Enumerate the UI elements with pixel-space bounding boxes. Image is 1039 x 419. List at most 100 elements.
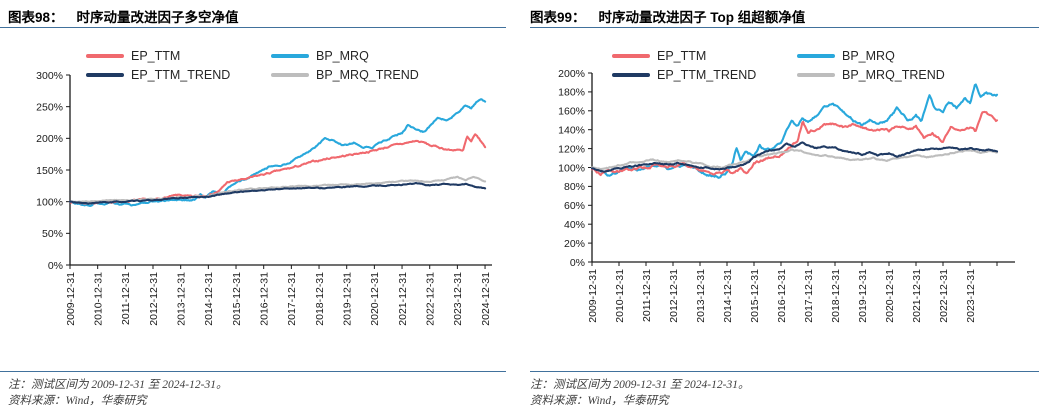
y-tick-label: 100%: [558, 162, 585, 174]
y-tick-label: 60%: [564, 200, 585, 212]
title-divider: [0, 27, 506, 28]
legend-item-bp-mrq: BP_MRQ: [271, 46, 419, 65]
series-line-bp_mrq: [68, 98, 487, 207]
legend-item-ep-ttm: EP_TTM: [86, 46, 271, 65]
note-divider: [0, 371, 506, 372]
legend-label: BP_MRQ_TREND: [842, 67, 945, 82]
note-source: 资料来源：Wind，华泰研究: [530, 395, 669, 407]
figure-title: 时序动量改进因子多空净值: [76, 10, 239, 25]
legend-label: EP_TTM_TREND: [657, 67, 757, 82]
legend-marker-icon: [271, 72, 309, 77]
x-tick-label: 2018-12-31: [830, 269, 842, 323]
legend-marker-icon: [612, 72, 650, 77]
note-test-interval: 注：测试区间为 2009-12-31 至 2024-12-31。: [530, 379, 750, 391]
x-tick-label: 2016-12-31: [776, 269, 788, 323]
legend-marker-icon: [86, 72, 124, 77]
y-tick-label: 0%: [48, 260, 63, 272]
legend-label: BP_MRQ: [842, 48, 895, 63]
y-tick-label: 140%: [558, 125, 585, 137]
x-tick-label: 2023-12-31: [452, 272, 464, 326]
x-tick-label: 2019-12-31: [857, 269, 869, 323]
x-tick-label: 2021-12-31: [397, 272, 409, 326]
legend-item-ep-ttm-trend: EP_TTM_TREND: [612, 65, 797, 84]
y-tick-label: 50%: [42, 228, 63, 240]
x-tick-label: 2015-12-31: [231, 272, 243, 326]
figure-number: 图表99：: [530, 10, 586, 25]
y-tick-label: 150%: [36, 165, 63, 177]
x-tick-label: 2010-12-31: [92, 272, 104, 326]
x-tick-label: 2012-12-31: [668, 269, 680, 323]
x-tick-label: 2011-12-31: [641, 269, 653, 322]
x-tick-label: 2012-12-31: [148, 272, 160, 326]
x-tick-label: 2011-12-31: [120, 272, 132, 325]
series-line-ep_ttm_trend: [68, 181, 487, 205]
title-divider: [530, 27, 1039, 28]
x-tick-label: 2022-12-31: [938, 269, 950, 323]
y-tick-label: 160%: [558, 106, 585, 118]
y-tick-label: 300%: [36, 70, 63, 82]
x-tick-label: 2014-12-31: [203, 272, 215, 326]
figure-header: 图表99： 时序动量改进因子 Top 组超额净值: [530, 6, 805, 26]
x-tick-label: 2018-12-31: [314, 272, 326, 326]
legend-label: EP_TTM: [131, 48, 181, 63]
note-source: 资料来源：Wind，华泰研究: [8, 395, 147, 407]
x-tick-label: 2021-12-31: [911, 269, 923, 323]
y-tick-label: 120%: [558, 143, 585, 155]
y-tick-label: 80%: [564, 181, 585, 193]
x-tick-label: 2009-12-31: [587, 269, 599, 323]
series-lines: [590, 83, 999, 179]
legend-marker-icon: [86, 53, 124, 58]
series-line-ep_ttm: [590, 110, 999, 177]
y-tick-label: 180%: [558, 87, 585, 99]
legend-item-ep-ttm: EP_TTM: [612, 46, 797, 65]
x-tick-label: 2014-12-31: [722, 269, 734, 323]
x-tick-label: 2015-12-31: [749, 269, 761, 323]
x-tick-label: 2013-12-31: [175, 272, 187, 326]
x-tick-label: 2023-12-31: [965, 269, 977, 323]
legend-item-bp-mrq: BP_MRQ: [797, 46, 945, 65]
figure-99: 图表99： 时序动量改进因子 Top 组超额净值 0% 20% 40% 60% 80% 10…: [520, 0, 1039, 419]
line-chart: 0% 50% 100% 150% 200% 250% 300% 2009-12-31 2010-…: [36, 70, 492, 326]
figure-notes: 注：测试区间为 2009-12-31 至 2024-12-31。 资料来源：Wi…: [530, 377, 749, 409]
figure-header: 图表98： 时序动量改进因子多空净值: [8, 6, 239, 26]
legend-item-bp-mrq-trend: BP_MRQ_TREND: [797, 65, 945, 84]
y-tick-label: 200%: [558, 68, 585, 80]
note-divider: [530, 371, 1039, 372]
y-tick-label: 200%: [36, 133, 63, 145]
x-tick-label: 2020-12-31: [369, 272, 381, 326]
figure-number: 图表98：: [8, 10, 64, 25]
chart-legend: EP_TTM BP_MRQ EP_TTM_TREND BP_MRQ_TREND: [612, 46, 945, 84]
legend-item-bp-mrq-trend: BP_MRQ_TREND: [271, 65, 419, 84]
x-tick-label: 2017-12-31: [803, 269, 815, 323]
x-tick-label: 2016-12-31: [258, 272, 270, 326]
y-tick-label: 20%: [564, 238, 585, 250]
line-chart: 0% 20% 40% 60% 80% 100% 120% 140% 160% 180% 200% 20…: [558, 68, 1015, 323]
y-tick-label: 100%: [36, 196, 63, 208]
x-tick-label: 2013-12-31: [695, 269, 707, 323]
series-line-ep_ttm_trend: [590, 141, 999, 173]
x-tick-label: 2020-12-31: [884, 269, 896, 323]
x-tick-label: 2022-12-31: [425, 272, 437, 326]
series-line-bp_mrq_trend: [590, 148, 999, 171]
legend-label: BP_MRQ_TREND: [316, 67, 419, 82]
figure-notes: 注：测试区间为 2009-12-31 至 2024-12-31。 资料来源：Wi…: [8, 377, 227, 409]
legend-label: EP_TTM_TREND: [131, 67, 231, 82]
legend-marker-icon: [271, 53, 309, 58]
y-tick-label: 0%: [570, 257, 585, 269]
note-test-interval: 注：测试区间为 2009-12-31 至 2024-12-31。: [8, 379, 228, 391]
axes: 0% 50% 100% 150% 200% 250% 300% 2009-12-31 2010-…: [36, 70, 492, 326]
x-tick-label: 2019-12-31: [342, 272, 354, 326]
series-line-bp_mrq_trend: [68, 175, 487, 204]
series-lines: [68, 98, 487, 207]
figure-98: 图表98： 时序动量改进因子多空净值 0% 50% 100% 150% 200% 250% 3…: [0, 0, 519, 419]
x-tick-label: 2017-12-31: [286, 272, 298, 326]
axes: 0% 20% 40% 60% 80% 100% 120% 140% 160% 180% 200% 20…: [558, 68, 1015, 323]
legend-marker-icon: [797, 53, 835, 58]
figure-title: 时序动量改进因子 Top 组超额净值: [598, 10, 806, 25]
y-tick-label: 40%: [564, 219, 585, 231]
series-line-ep_ttm: [68, 133, 487, 205]
y-tick-label: 250%: [36, 101, 63, 113]
x-tick-label: 2010-12-31: [614, 269, 626, 323]
legend-item-ep-ttm-trend: EP_TTM_TREND: [86, 65, 271, 84]
legend-marker-icon: [612, 53, 650, 58]
